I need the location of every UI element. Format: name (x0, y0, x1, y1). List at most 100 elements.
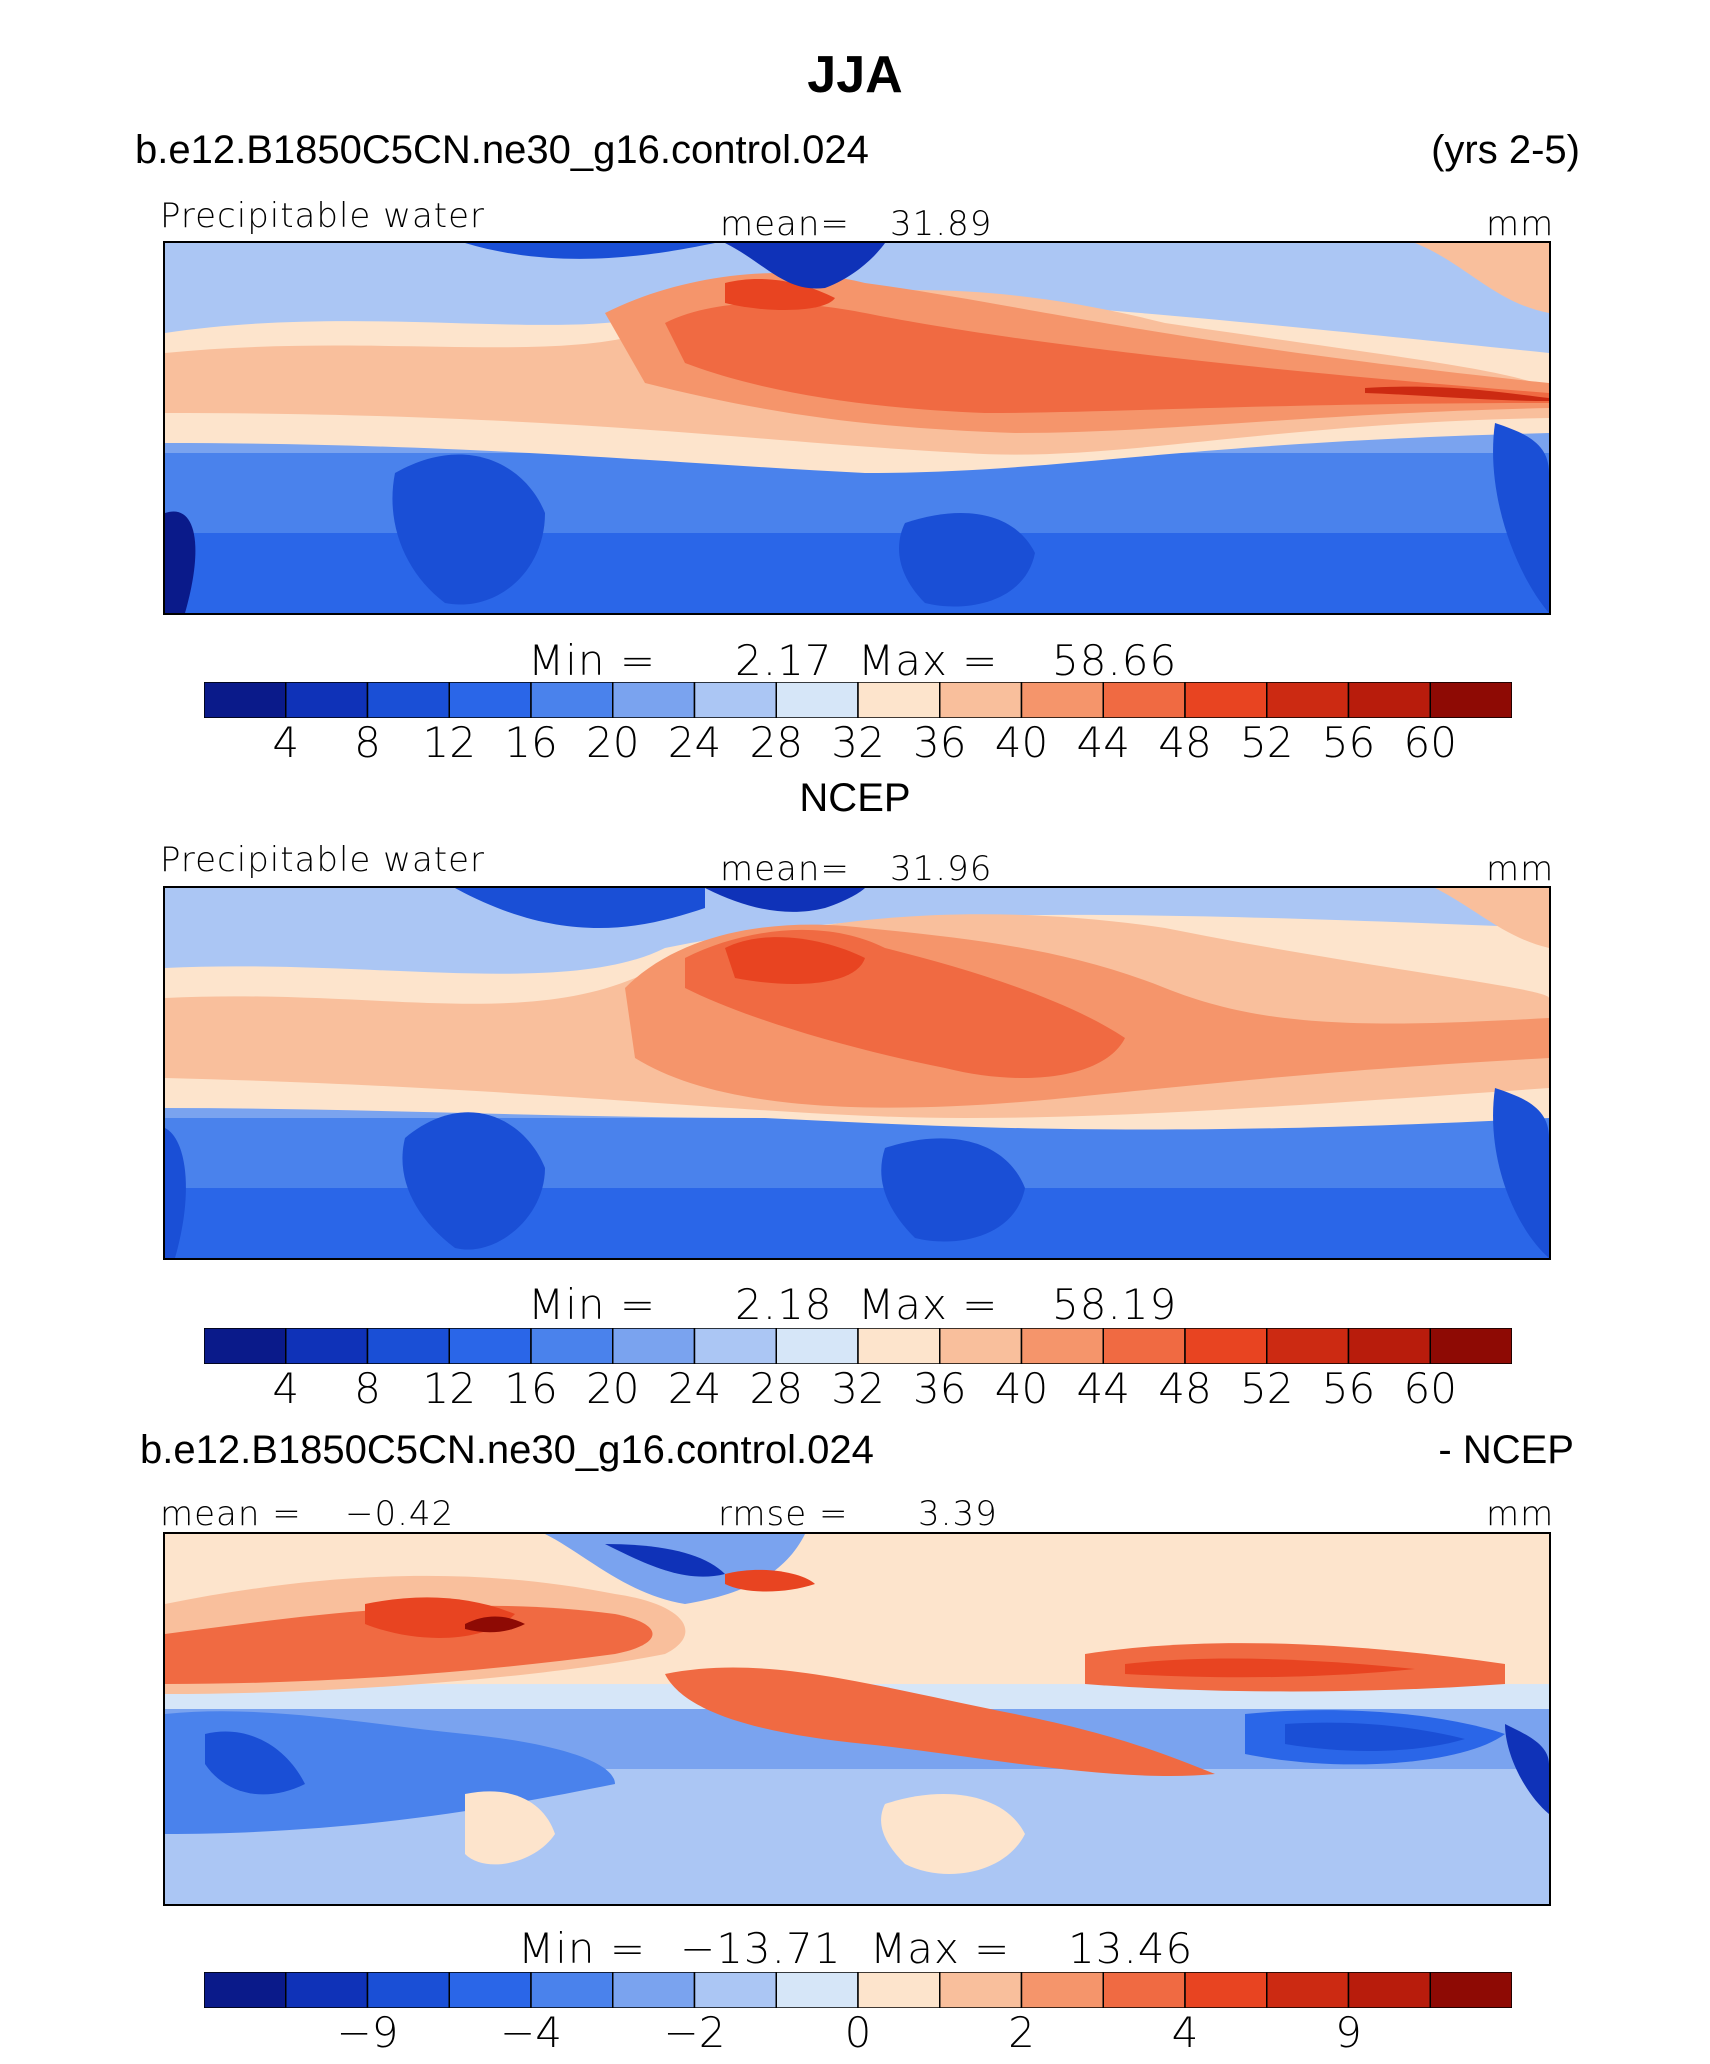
panel2-colorbar-box (448, 1328, 532, 1364)
panel1-units: mm (1486, 204, 1555, 244)
panel2-colorbar-tick-label: 12 (422, 1364, 476, 1413)
panel1-colorbar-box (448, 682, 532, 718)
panel2-map (163, 886, 1551, 1260)
panel3-map-svg (165, 1534, 1549, 1904)
panel1-colorbar-box (1266, 682, 1350, 718)
panel3-colorbar-box (612, 1972, 696, 2008)
panel2-map-svg (165, 888, 1549, 1258)
panel2-max-label: Max = (858, 1280, 999, 1329)
panel3-colorbar-box (366, 1972, 450, 2008)
panel1-colorbar-tick-label: 20 (586, 718, 640, 767)
panel3-min-value: −13.71 (680, 1924, 842, 1973)
figure-title: JJA (807, 46, 903, 104)
panel2-colorbar (204, 1328, 1512, 1364)
panel3-header-right: - NCEP (1438, 1428, 1574, 1472)
panel3-colorbar-box (1020, 1972, 1104, 2008)
panel1-colorbar-box (1429, 682, 1512, 718)
panel1-header-right: (yrs 2-5) (1431, 128, 1580, 172)
panel1-max-label: Max = (858, 636, 999, 685)
panel2-colorbar-box (1266, 1328, 1350, 1364)
panel3-colorbar (204, 1972, 1512, 2008)
panel2-colorbar-tick-label: 28 (749, 1364, 803, 1413)
panel3-colorbar-tick-label: 9 (1335, 2008, 1362, 2057)
panel3-colorbar-box (857, 1972, 941, 2008)
panel1-colorbar-tick-label: 16 (504, 718, 558, 767)
panel2-colorbar-box (1020, 1328, 1104, 1364)
panel1-map-svg (165, 243, 1549, 613)
panel2-colorbar-tick-label: 40 (994, 1364, 1049, 1413)
panel2-colorbar-box (285, 1328, 369, 1364)
panel2-colorbar-tick-label: 36 (913, 1364, 967, 1413)
panel3-mean-label: mean = (160, 1494, 302, 1534)
panel2-colorbar-tick-label: 60 (1403, 1364, 1457, 1413)
panel3-colorbar-tick-label: −2 (663, 2008, 726, 2057)
panel2-colorbar-tick-label: 32 (831, 1364, 885, 1413)
panel2-mean-value: 31.96 (890, 849, 993, 889)
panel2-colorbar-box (204, 1328, 287, 1364)
panel2-colorbar-ticks: 4 8 12 16 20 24 28 32 36 40 44 48 52 56 60 (0, 1364, 1710, 1413)
panel3-colorbar-box (530, 1972, 614, 2008)
panel2-colorbar-box (366, 1328, 450, 1364)
panel2-colorbar-box (939, 1328, 1023, 1364)
panel3-rmse-label: rmse = (718, 1494, 849, 1534)
panel2-colorbar-svg (204, 1328, 1512, 1364)
panel2-colorbar-tick-label: 4 (272, 1364, 300, 1413)
panel3-map (163, 1532, 1551, 1906)
panel1-colorbar-box (1020, 682, 1104, 718)
panel2-colorbar-tick-label: 48 (1158, 1364, 1212, 1413)
panel1-colorbar-tick-label: 52 (1240, 718, 1294, 767)
panel2-colorbar-box (530, 1328, 614, 1364)
panel2-header: NCEP (799, 776, 911, 820)
panel3-colorbar-tick-label: −9 (336, 2008, 399, 2057)
panel1-colorbar-tick-label: 4 (272, 718, 300, 767)
panel3-max-label: Max = (870, 1924, 1011, 1973)
panel2-colorbar-tick-label: 56 (1321, 1364, 1376, 1413)
panel1-min-label: Min = (528, 636, 657, 685)
panel1-colorbar-box (1102, 682, 1186, 718)
panel1-max-value: 58.66 (1052, 636, 1178, 685)
panel1-colorbar-box (775, 682, 859, 718)
panel2-colorbar-box (775, 1328, 859, 1364)
panel1-colorbar-box (204, 682, 287, 718)
panel1-colorbar-tick-label: 36 (913, 718, 967, 767)
panel3-colorbar-box (1266, 1972, 1350, 2008)
panel3-colorbar-box (775, 1972, 859, 2008)
panel3-rmse-value: 3.39 (918, 1494, 998, 1534)
panel3-units: mm (1486, 1494, 1555, 1534)
panel1-colorbar (204, 682, 1512, 718)
panel3-colorbar-box (1429, 1972, 1512, 2008)
panel3-colorbar-tick-label: 4 (1171, 2008, 1199, 2057)
panel1-variable-label: Precipitable water (160, 196, 486, 236)
panel2-colorbar-box (1102, 1328, 1186, 1364)
panel1-header-left: b.e12.B1850C5CN.ne30_g16.control.024 (135, 128, 869, 172)
panel1-colorbar-tick-label: 44 (1076, 718, 1130, 767)
panel3-colorbar-box (1347, 1972, 1431, 2008)
panel1-mean-value: 31.89 (890, 204, 993, 244)
panel1-colorbar-svg (204, 682, 1512, 718)
panel2-colorbar-box (857, 1328, 941, 1364)
panel2-variable-label: Precipitable water (160, 840, 486, 880)
panel3-colorbar-box (1184, 1972, 1268, 2008)
panel3-colorbar-ticks: −9 −4 −2 0 2 4 9 (0, 2008, 1710, 2057)
panel2-colorbar-box (1429, 1328, 1512, 1364)
panel2-colorbar-tick-label: 8 (354, 1364, 381, 1413)
panel2-colorbar-box (1184, 1328, 1268, 1364)
panel3-colorbar-tick-label: 0 (844, 2008, 872, 2057)
panel2-colorbar-tick-label: 16 (504, 1364, 558, 1413)
panel1-colorbar-tick-label: 28 (749, 718, 803, 767)
panel3-max-value: 13.46 (1068, 1924, 1194, 1973)
panel1-colorbar-tick-label: 32 (831, 718, 885, 767)
panel3-colorbar-box (939, 1972, 1023, 2008)
panel1-colorbar-tick-label: 8 (354, 718, 381, 767)
panel1-colorbar-box (366, 682, 450, 718)
panel1-colorbar-ticks: 4 8 12 16 20 24 28 32 36 40 44 48 52 56 60 (0, 718, 1710, 767)
panel2-colorbar-tick-label: 52 (1240, 1364, 1294, 1413)
panel2-colorbar-tick-label: 44 (1076, 1364, 1130, 1413)
panel2-mean-label: mean= (720, 849, 850, 889)
panel1-colorbar-box (1184, 682, 1268, 718)
panel1-colorbar-box (857, 682, 941, 718)
panel1-colorbar-tick-label: 56 (1321, 718, 1376, 767)
panel2-min-value: 2.18 (735, 1280, 833, 1329)
panel2-max-value: 58.19 (1052, 1280, 1178, 1329)
panel1-colorbar-box (1347, 682, 1431, 718)
